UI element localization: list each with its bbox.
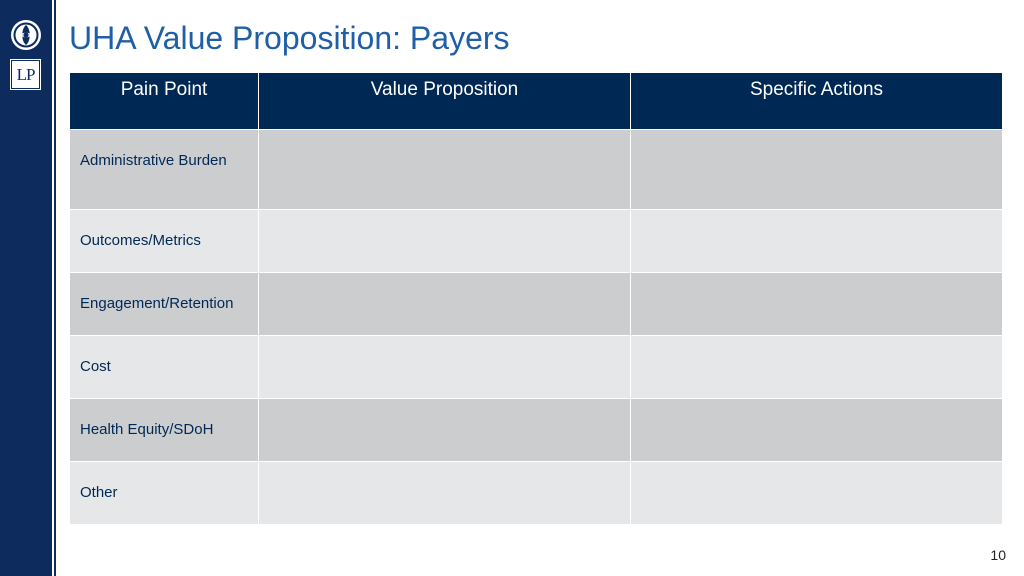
specific-actions-cell <box>630 461 1003 525</box>
specific-actions-cell <box>630 335 1003 399</box>
table-row: Administrative Burden <box>69 129 1003 210</box>
specific-actions-cell <box>630 129 1003 210</box>
table-row: Other <box>69 461 1003 525</box>
specific-actions-cell <box>630 398 1003 462</box>
specific-actions-cell <box>630 209 1003 273</box>
table-row: Health Equity/SDoH <box>69 398 1003 462</box>
lp-logo: LP <box>9 58 42 91</box>
header-value-proposition: Value Proposition <box>258 73 631 130</box>
value-proposition-cell <box>258 129 631 210</box>
circular-emblem-icon <box>11 20 41 50</box>
pain-point-cell: Administrative Burden <box>69 129 259 210</box>
value-proposition-table: Pain Point Value Proposition Specific Ac… <box>69 73 1003 525</box>
value-proposition-cell <box>258 398 631 462</box>
value-proposition-cell <box>258 272 631 336</box>
table-row: Cost <box>69 335 1003 399</box>
page-number: 10 <box>990 547 1006 563</box>
value-proposition-cell <box>258 461 631 525</box>
table-header-row: Pain Point Value Proposition Specific Ac… <box>69 73 1003 130</box>
value-proposition-cell <box>258 209 631 273</box>
table-row: Engagement/Retention <box>69 272 1003 336</box>
slide-title: UHA Value Proposition: Payers <box>69 20 510 56</box>
value-proposition-cell <box>258 335 631 399</box>
header-pain-point: Pain Point <box>69 73 259 130</box>
header-specific-actions: Specific Actions <box>630 73 1003 130</box>
pain-point-cell: Health Equity/SDoH <box>69 398 259 462</box>
sidebar-divider <box>54 0 56 576</box>
pain-point-cell: Engagement/Retention <box>69 272 259 336</box>
sidebar-band: LP <box>0 0 52 576</box>
lp-logo-text: LP <box>11 60 40 89</box>
pain-point-cell: Other <box>69 461 259 525</box>
pain-point-cell: Cost <box>69 335 259 399</box>
table-row: Outcomes/Metrics <box>69 209 1003 273</box>
specific-actions-cell <box>630 272 1003 336</box>
pain-point-cell: Outcomes/Metrics <box>69 209 259 273</box>
